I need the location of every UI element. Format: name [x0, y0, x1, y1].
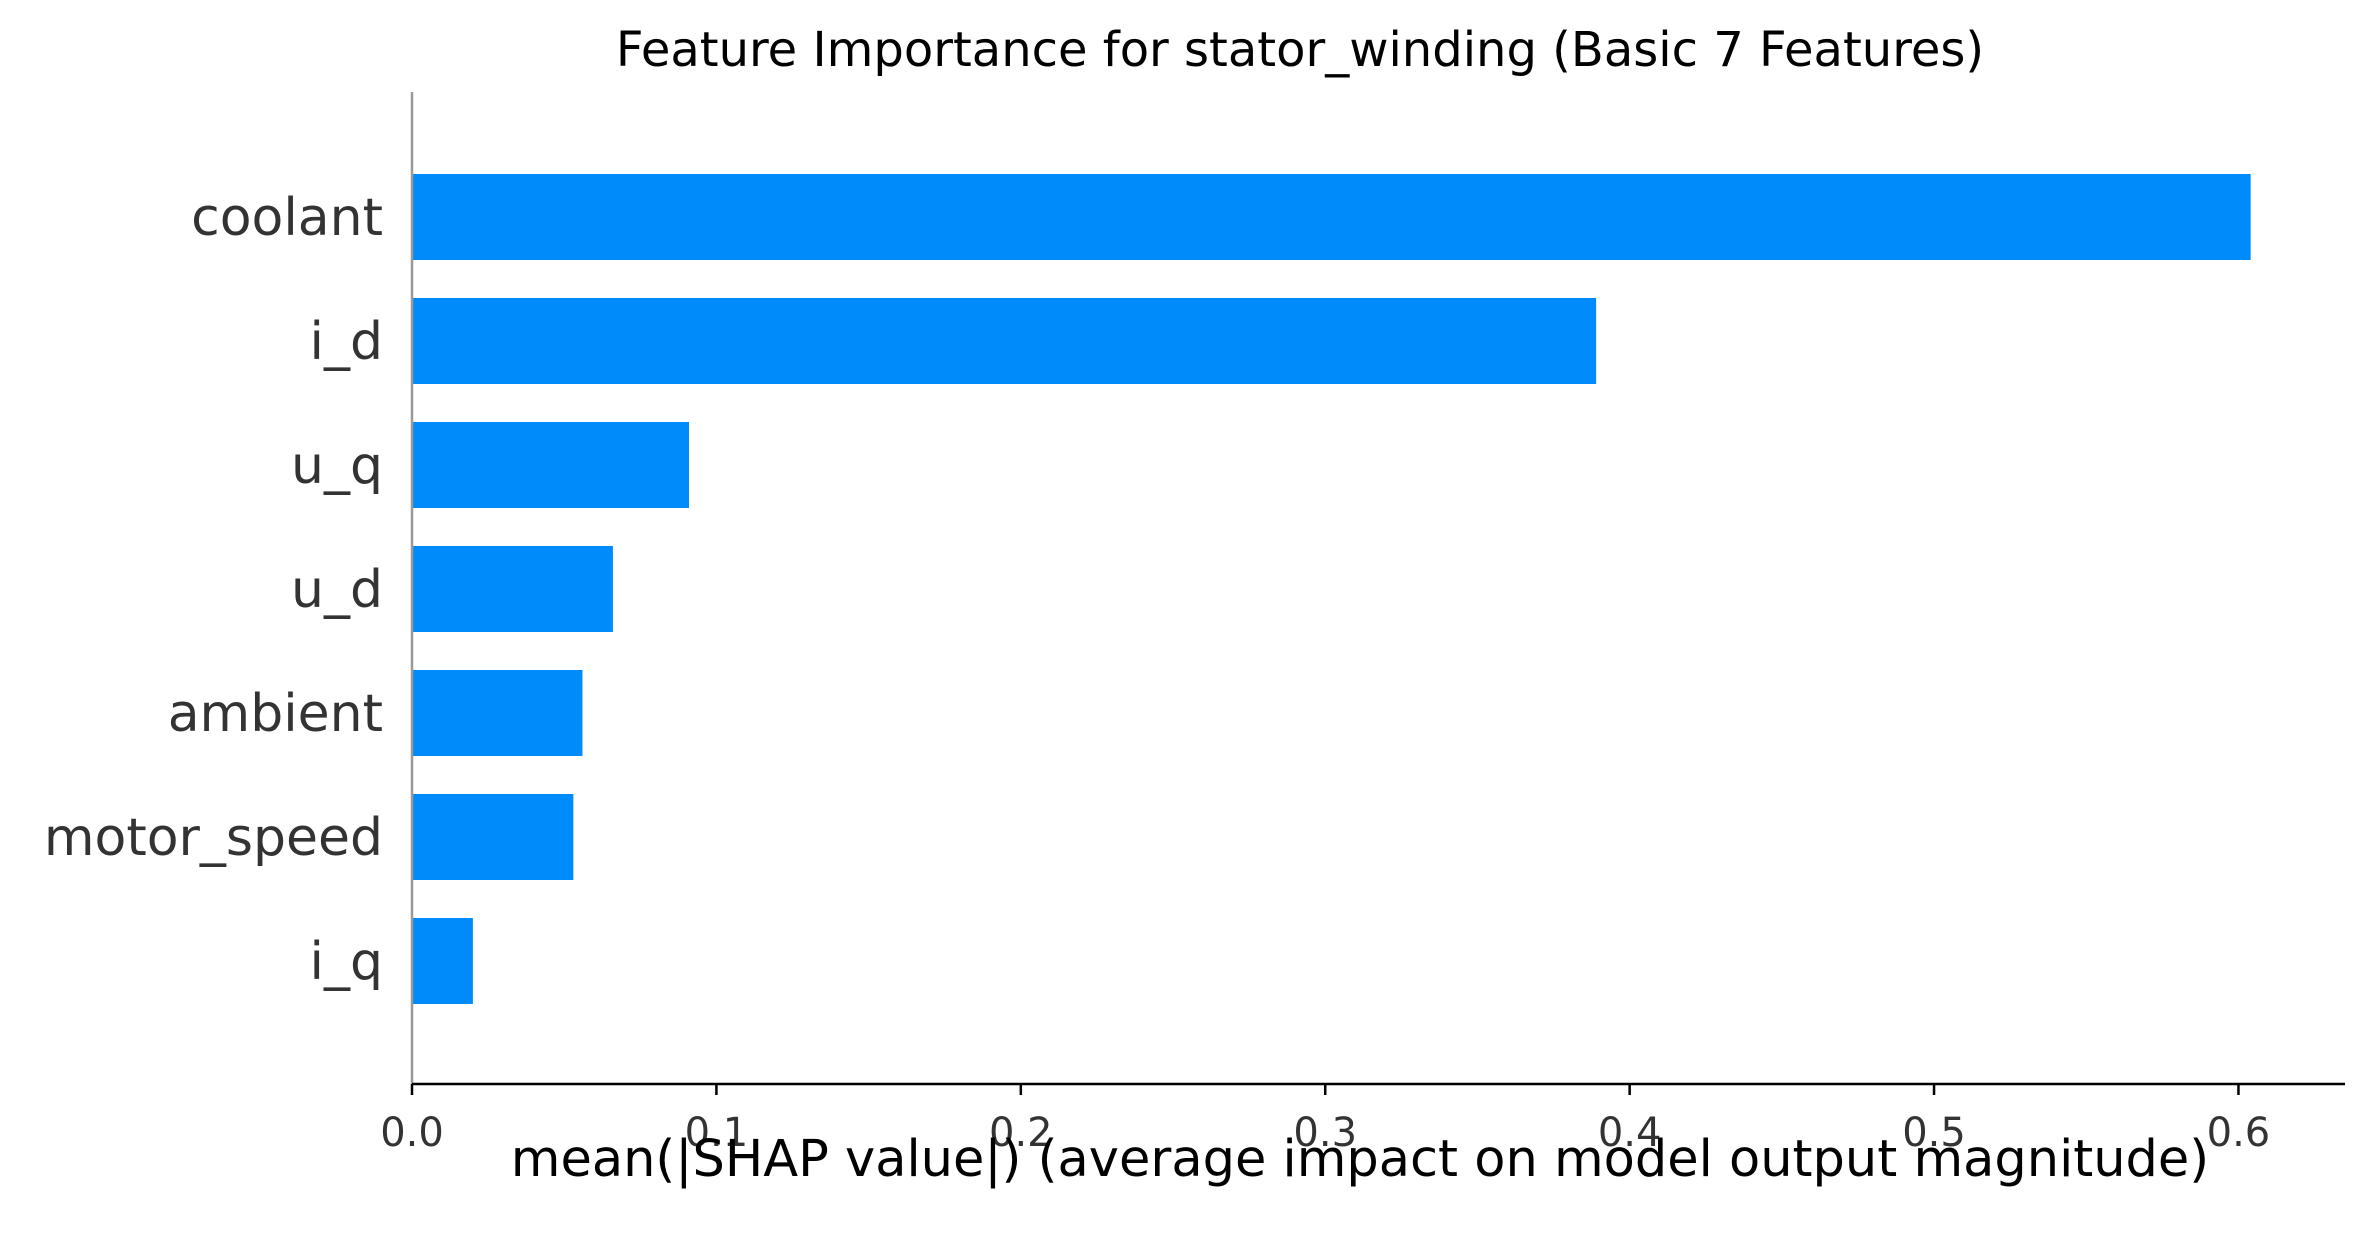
bar-coolant	[412, 174, 2251, 260]
bar-i-d	[412, 298, 1597, 384]
bar-u-q	[412, 422, 690, 508]
x-tick-label: 0.2	[989, 1110, 1053, 1156]
category-label-i-d: i_d	[310, 312, 383, 372]
category-label-i-q: i_q	[310, 932, 383, 992]
category-label-u-q: u_q	[291, 436, 383, 496]
x-tick-label: 0.3	[1293, 1110, 1357, 1156]
bars-group	[412, 174, 2251, 1004]
x-tick-label: 0.1	[685, 1110, 749, 1156]
x-tick-label: 0.6	[2207, 1110, 2271, 1156]
category-label-coolant: coolant	[191, 188, 383, 248]
category-label-u-d: u_d	[291, 560, 383, 620]
chart-title: Feature Importance for stator_winding (B…	[616, 22, 1984, 78]
bar-ambient	[412, 670, 583, 756]
x-axis-label: mean(|SHAP value|) (average impact on mo…	[511, 1130, 2209, 1189]
x-axis-ticks: 0.0 0.1 0.2 0.3 0.4 0.5 0.6	[380, 1084, 2270, 1156]
x-tick-label: 0.0	[380, 1110, 444, 1156]
bar-i-q	[412, 918, 473, 1004]
bar-motor-speed	[412, 794, 574, 880]
category-label-ambient: ambient	[168, 684, 383, 744]
x-tick-label: 0.5	[1902, 1110, 1966, 1156]
x-tick-label: 0.4	[1598, 1110, 1662, 1156]
bar-u-d	[412, 546, 613, 632]
category-label-motor-speed: motor_speed	[44, 808, 383, 868]
